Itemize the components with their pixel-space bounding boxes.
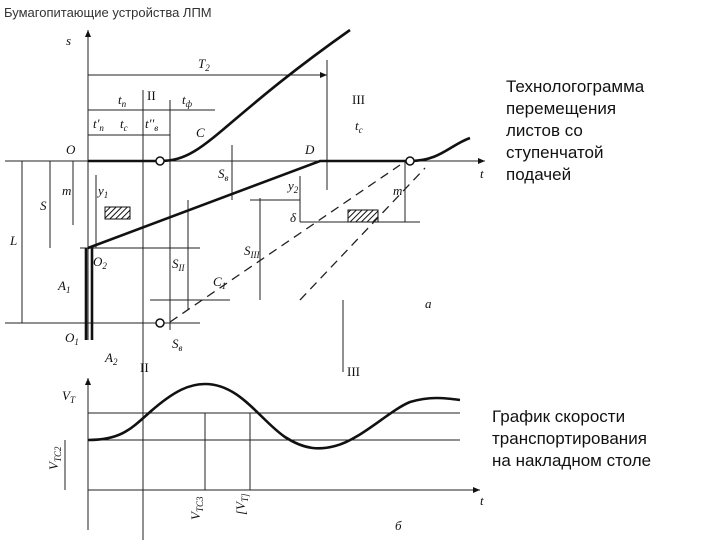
label: VTC2	[46, 446, 63, 470]
label: tс	[120, 116, 128, 133]
label: y2	[286, 178, 299, 195]
label: б	[395, 518, 402, 533]
label: SIII	[244, 243, 260, 260]
label: II	[147, 88, 156, 103]
label: t'п	[93, 116, 104, 133]
label: III	[352, 92, 365, 107]
bottom-graph	[64, 378, 480, 530]
stack-edge	[84, 248, 94, 340]
label: tc	[355, 118, 363, 135]
label: O2	[93, 254, 107, 271]
label: L	[9, 233, 17, 248]
point	[405, 156, 415, 166]
label: t	[480, 493, 484, 508]
label: S	[40, 198, 47, 213]
caption-line: ступенчатой	[506, 143, 604, 162]
label: III	[347, 364, 360, 379]
point	[155, 318, 165, 328]
label: A1	[57, 278, 70, 295]
label: C	[196, 125, 205, 140]
caption-line: транспортирования	[492, 429, 647, 448]
label: A2	[104, 350, 118, 367]
label: O	[66, 142, 76, 157]
caption-line: Технологограмма	[506, 77, 645, 96]
caption-line: перемещения	[506, 99, 616, 118]
label: T2	[198, 56, 210, 73]
caption-top: Технологограмма перемещения листов со ст…	[506, 77, 645, 184]
label: Sв	[172, 336, 183, 353]
label: m	[62, 183, 71, 198]
motion-curve-2	[87, 136, 471, 250]
sheet-1	[104, 206, 131, 220]
page-title: Бумагопитающие устройства ЛПМ	[4, 5, 212, 20]
label: m	[393, 183, 402, 198]
label: O1	[65, 330, 79, 347]
sheet-2	[347, 209, 379, 223]
label: VTC3	[188, 496, 205, 520]
label: δ	[290, 210, 297, 225]
top-diagram	[5, 28, 485, 540]
label: a	[425, 296, 432, 311]
label: y1	[96, 183, 108, 200]
caption-line: подачей	[506, 165, 571, 184]
label: SII	[172, 256, 185, 273]
label: tп	[118, 92, 127, 109]
label: D	[304, 142, 315, 157]
label: II	[140, 360, 149, 375]
label: [VT]	[233, 493, 250, 515]
labels: s T2 tп II tф III t'п tс t''в C O D t S …	[9, 33, 484, 533]
caption-line: листов со	[506, 121, 583, 140]
label: C1	[213, 274, 226, 291]
label: tф	[182, 92, 193, 109]
label: VT	[62, 388, 76, 405]
dashed-2	[299, 167, 426, 301]
label: Sв	[218, 166, 229, 183]
point	[155, 156, 165, 166]
label: t''в	[145, 116, 158, 133]
label: s	[66, 33, 71, 48]
label: t	[480, 166, 484, 181]
caption-bottom: График скорости транспортирования на нак…	[492, 407, 651, 470]
motion-curve-1	[88, 28, 351, 163]
dashed-1	[169, 164, 401, 323]
caption-line: График скорости	[492, 407, 625, 426]
speed-curve	[87, 382, 461, 450]
caption-line: на накладном столе	[492, 451, 651, 470]
